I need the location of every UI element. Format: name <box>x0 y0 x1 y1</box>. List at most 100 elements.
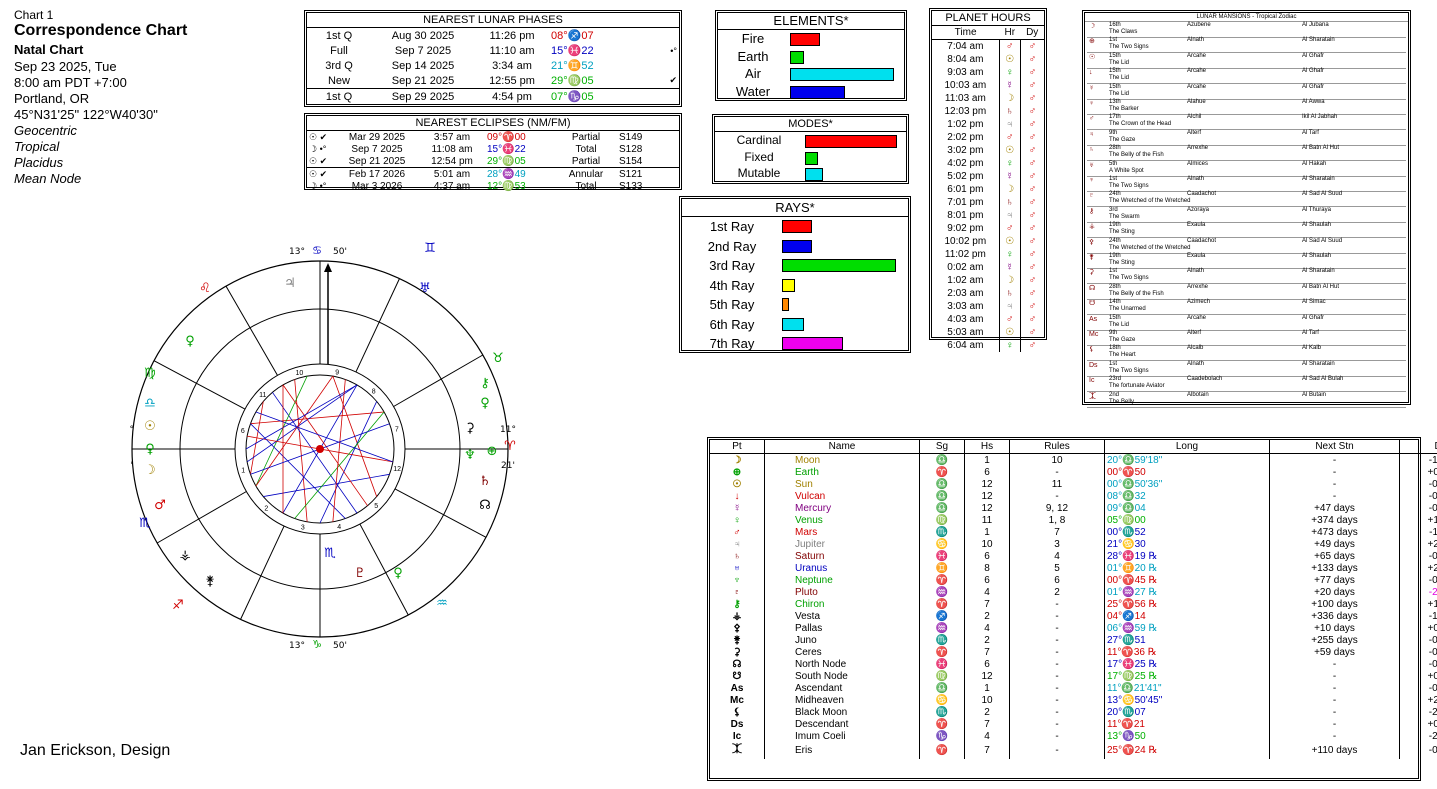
modes-panel: MODES* Cardinal Fixed Mutable <box>712 114 909 184</box>
ray-label: 3rd Ray <box>709 258 755 273</box>
planet-longitude: 00°♎50'36" <box>1104 478 1270 490</box>
planet-next-station: - <box>1269 718 1400 730</box>
planet-hour-ruler-icon: ♄ <box>998 105 1021 118</box>
planet-table-row: ⯰ Eris♈7-25°♈24 ℞+110 days-00°09' <box>710 742 1437 759</box>
mansion-arabic-name: Al Sad Al Suud <box>1302 237 1343 244</box>
planet-glyph-icon: ♏ <box>139 516 151 531</box>
planet-name: Black Moon <box>764 706 920 718</box>
planet-longitude: 11°♈36 ℞ <box>1104 646 1270 658</box>
planet-name: South Node <box>764 670 920 682</box>
planet-hour-ruler-icon: ☉ <box>998 53 1021 66</box>
mansion-row: ⯰ 2nd Albotain Al Butain The Belly <box>1087 392 1406 408</box>
mansion-latin-name: Caadebolach <box>1187 376 1223 383</box>
planet-house: 6 <box>964 574 1010 586</box>
planet-declination: -04°57' <box>1399 658 1437 670</box>
mansion-row: ☉ 15th Arcahe Al Ghafr The Lid <box>1087 53 1406 69</box>
house-number: 9 <box>335 369 339 376</box>
mansion-number: 19th <box>1109 222 1121 229</box>
mansion-point-icon: Ic <box>1089 377 1095 385</box>
planet-rules: 1, 8 <box>1009 514 1105 526</box>
mc-cusp-degree: 13° <box>289 247 305 257</box>
planet-hour-row: 1:02 pm ♃ ♂ <box>932 118 1044 131</box>
planet-next-station: +255 days <box>1269 634 1400 646</box>
planet-glyph-icon: ♄ <box>479 474 491 489</box>
planet-day-ruler-icon: ♂ <box>1019 274 1044 287</box>
mansion-arabic-name: Al Kalb <box>1302 345 1322 352</box>
planet-glyph-icon: ♉ <box>492 351 504 366</box>
phase-name: 1st Q <box>325 29 353 42</box>
planet-glyph-icon: ☊ <box>732 658 742 670</box>
planet-hour-row: 7:04 am ♂ ♂ <box>932 39 1044 53</box>
planet-sign-icon: ♎ <box>919 478 965 490</box>
planet-glyph-icon: ⊕ <box>487 444 498 459</box>
planet-hour-time: 9:03 am <box>947 67 984 78</box>
planet-hour-ruler-icon: ♄ <box>998 196 1021 209</box>
planet-day-ruler-icon: ♂ <box>1019 92 1044 105</box>
mansion-meaning: The Lid <box>1109 75 1130 82</box>
planet-hour-row: 10:02 pm ☉ ♂ <box>932 235 1044 248</box>
planet-table-header-cell: Rules <box>1009 440 1105 454</box>
mansion-arabic-name: Al Ghafr <box>1302 83 1325 90</box>
planet-next-station: +10 days <box>1269 622 1400 634</box>
planet-hour-ruler-icon: ☽ <box>998 183 1021 196</box>
mansion-number: 17th <box>1109 114 1121 121</box>
mansion-number: 15th <box>1109 52 1121 59</box>
planet-hour-time: 11:03 am <box>944 93 986 104</box>
planet-next-station: +100 days <box>1269 598 1400 610</box>
phase-time: 12:55 pm <box>489 74 535 87</box>
planet-name: Saturn <box>764 550 920 562</box>
phase-position: 15°♓22 <box>551 45 594 57</box>
planet-hour-row: 6:01 pm ☽ ♂ <box>932 183 1044 196</box>
eclipse-saros: S128 <box>619 143 643 155</box>
planet-glyph-icon: ⊕ <box>732 466 742 478</box>
phase-date: Sep 21 2025 <box>391 74 455 87</box>
planet-table-header-cell: Name <box>764 440 920 454</box>
planet-day-ruler-icon: ♂ <box>1019 339 1044 352</box>
mansion-number: 15th <box>1109 68 1121 75</box>
planet-next-station: - <box>1269 658 1400 670</box>
planet-name: Uranus <box>764 562 920 574</box>
mansion-latin-name: Azoraya <box>1187 206 1210 213</box>
planet-hours-header-cell: Hr <box>999 26 1021 40</box>
planet-hour-row: 6:04 am ♀ ♂ <box>932 339 1044 352</box>
planet-declination: -11°46' <box>1399 526 1437 538</box>
planet-name: Eris <box>764 742 920 759</box>
mansion-latin-name: Caadachot <box>1187 237 1217 244</box>
planet-hour-time: 2:02 pm <box>947 132 984 143</box>
ray-label: 5th Ray <box>709 297 755 312</box>
mansion-latin-name: Arcahe <box>1187 68 1207 75</box>
planet-house: 8 <box>964 562 1010 574</box>
eclipse-time: 12:54 pm <box>431 155 473 167</box>
mansion-latin-name: Alcalb <box>1187 345 1204 352</box>
planet-rules: 4 <box>1009 550 1105 562</box>
rays-title: RAYS* <box>682 199 908 217</box>
house-cusp-line <box>240 525 285 620</box>
mansion-arabic-name: Al Sad Al Bulah <box>1302 376 1344 383</box>
planet-next-station: +473 days <box>1269 526 1400 538</box>
lunar-mansions-title: LUNAR MANSIONS - Tropical Zodiac <box>1085 13 1408 22</box>
planet-table-row: ⚴ Pallas♒4-06°♒59 ℞+10 days+05°46' <box>710 622 1437 634</box>
planet-glyph-icon: ☿ <box>733 502 741 514</box>
chart-label: Chart 1 <box>14 8 54 22</box>
planet-day-ruler-icon: ♂ <box>1019 66 1044 79</box>
planet-declination: +05°46' <box>1399 622 1437 634</box>
mansion-point-icon: Ds <box>1089 361 1098 369</box>
planet-rules: - <box>1009 610 1105 622</box>
planet-rules: - <box>1009 718 1105 730</box>
planet-hour-time: 6:04 am <box>947 340 984 351</box>
phase-marker-icon: •° <box>670 45 677 56</box>
planet-house: 10 <box>964 538 1010 550</box>
mansion-row: ☿ 15th Arcahe Al Ghafr The Lid <box>1087 84 1406 100</box>
planet-rules: - <box>1009 490 1105 502</box>
planet-name: Earth <box>764 466 920 478</box>
planet-hour-time: 5:02 pm <box>947 171 984 182</box>
center-marker-icon <box>316 445 324 453</box>
ray-bar <box>782 259 896 272</box>
planet-hour-row: 3:03 am ♃ ♂ <box>932 300 1044 313</box>
phase-position: 21°♊52 <box>551 60 594 72</box>
planet-house: 12 <box>964 670 1010 682</box>
planet-hour-ruler-icon: ♀ <box>998 248 1021 261</box>
dsc-cusp-degree: 11° <box>500 425 516 435</box>
planet-rules: 5 <box>1009 562 1105 574</box>
